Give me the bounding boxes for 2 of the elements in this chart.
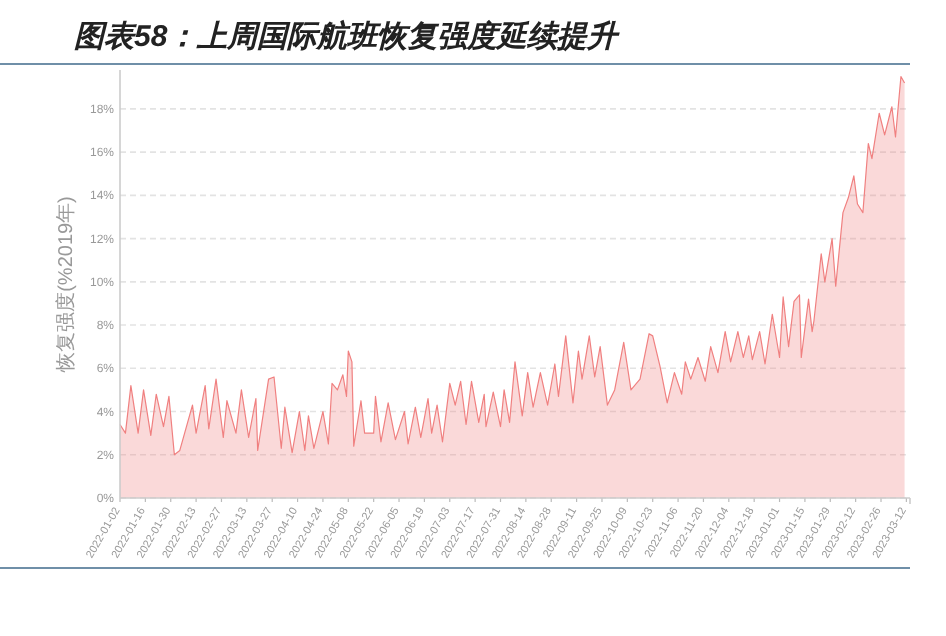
chart-title: 图表58：上周国际航班恢复强度延续提升 xyxy=(74,18,622,54)
y-axis-title: 恢复强度(%2019年) xyxy=(54,196,78,374)
